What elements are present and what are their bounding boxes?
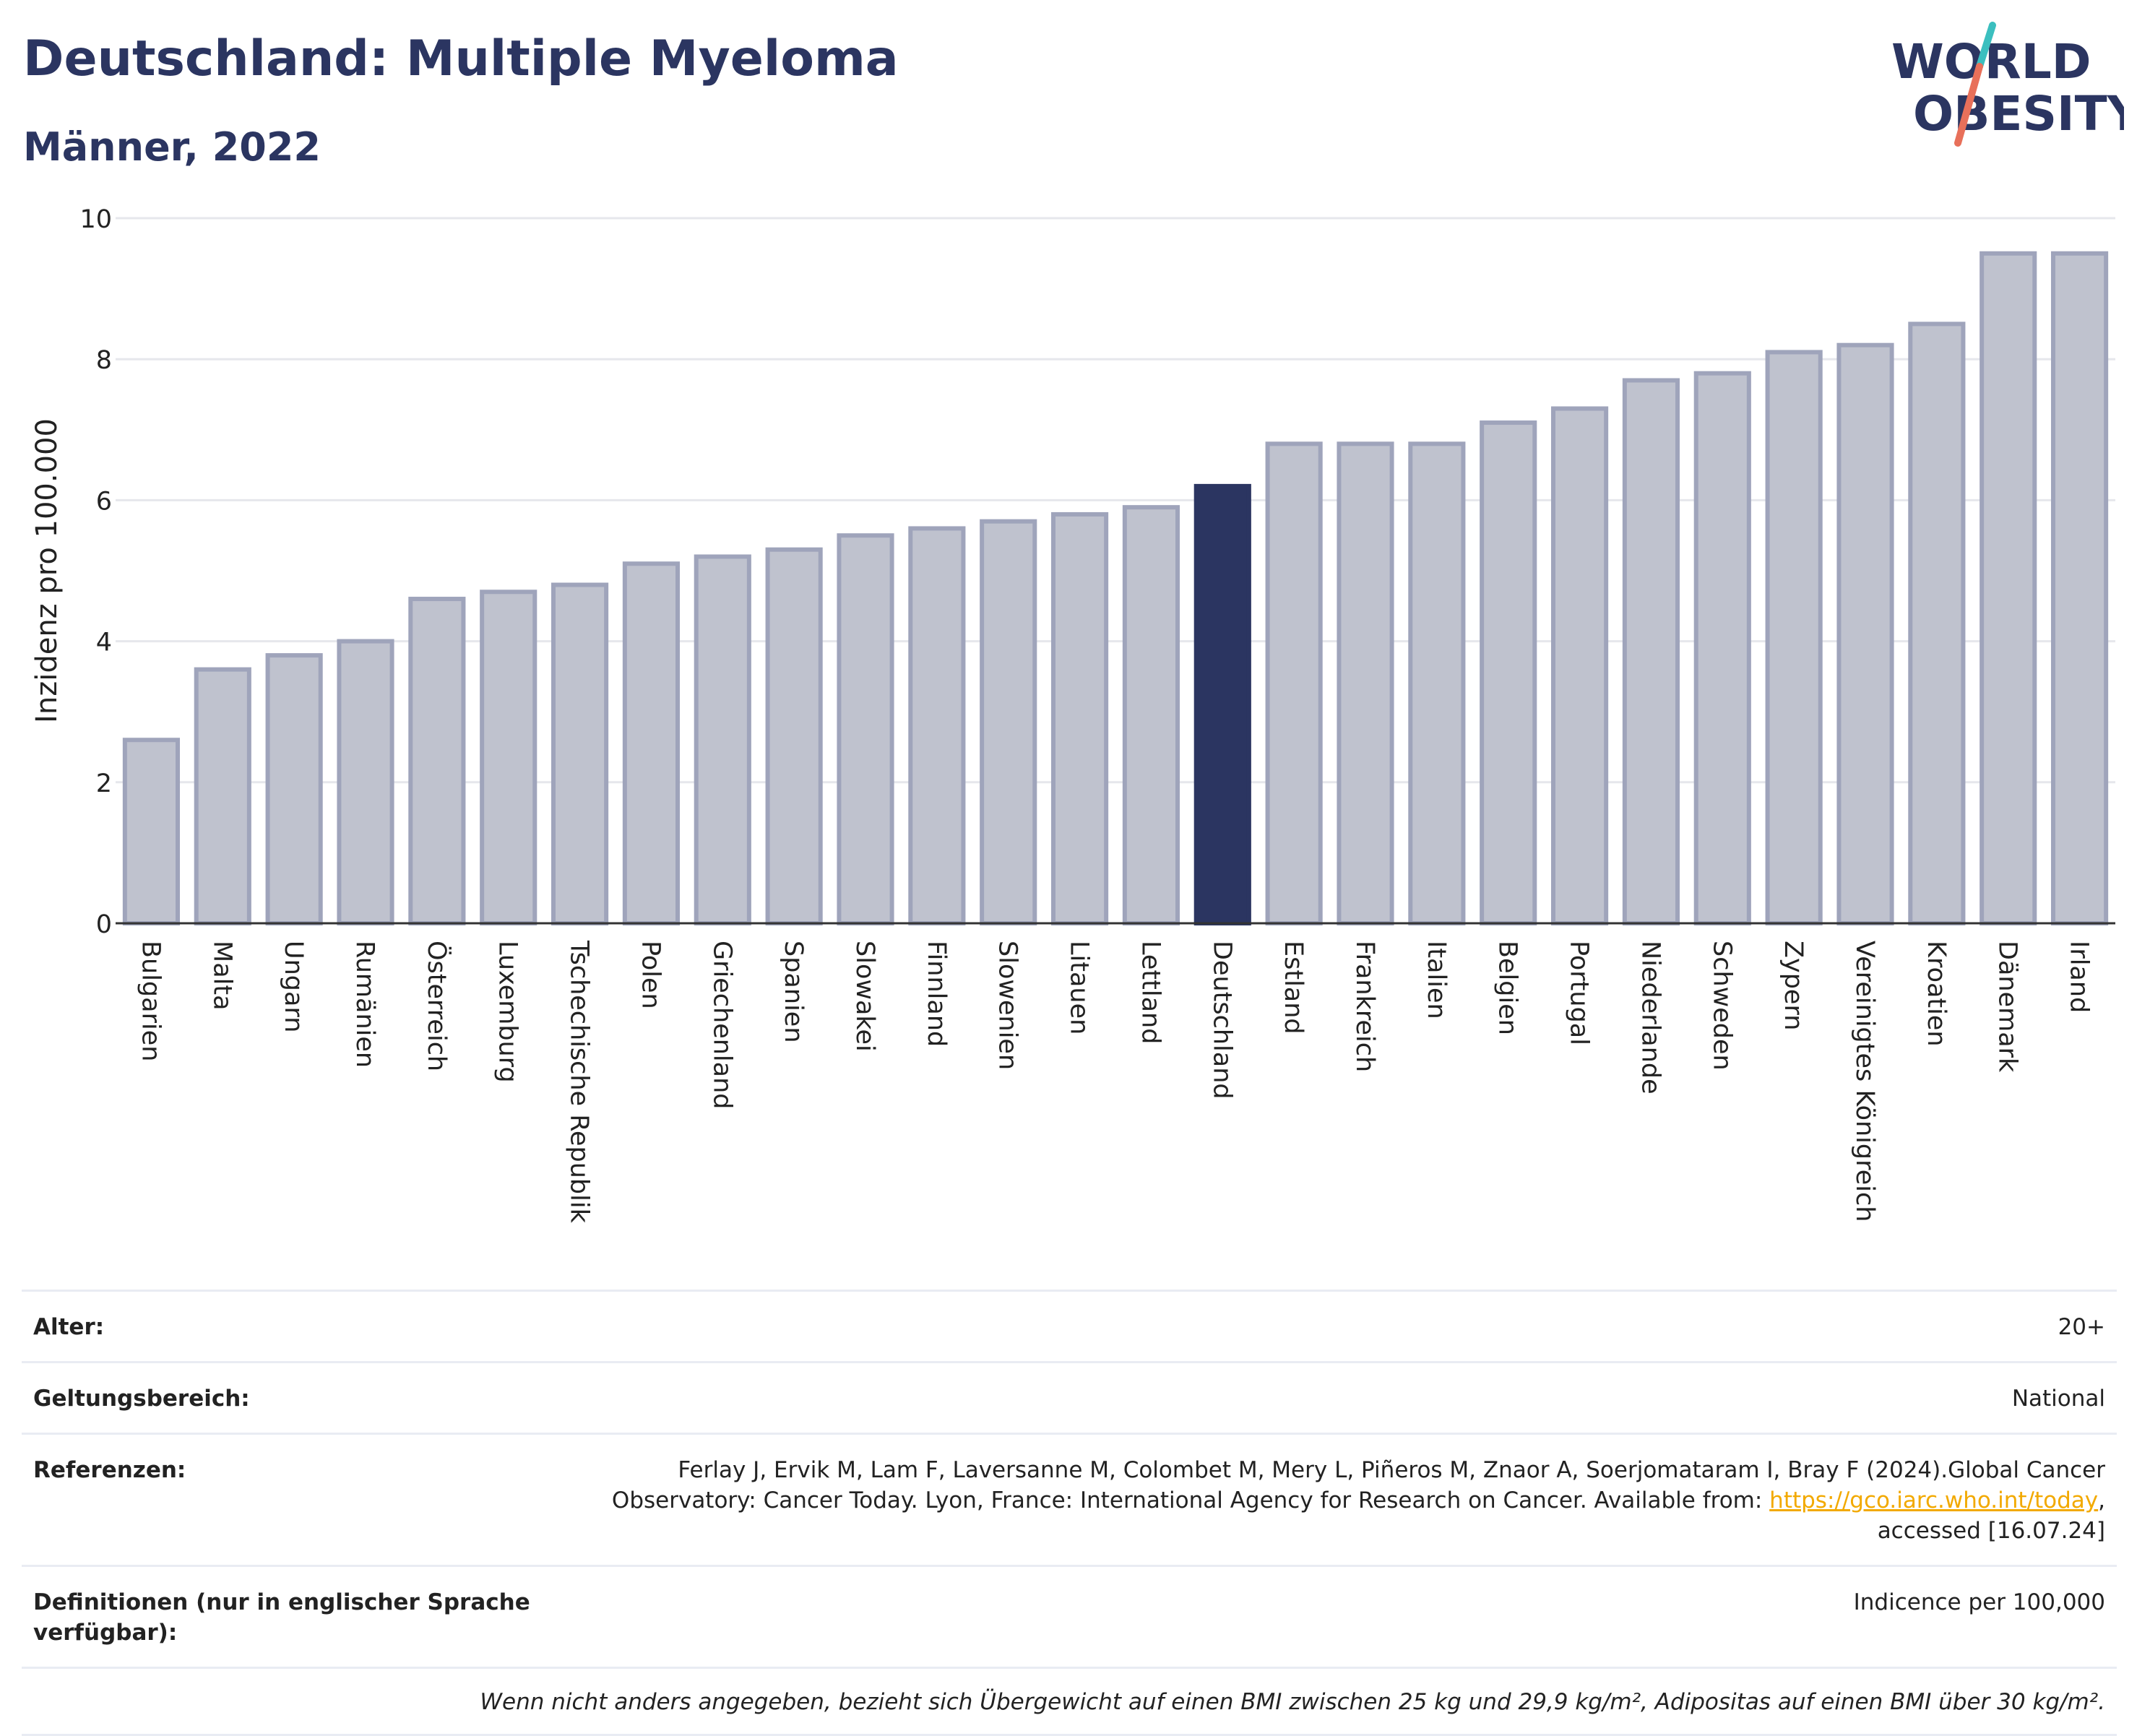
bar [1622, 378, 1680, 925]
page-title: Deutschland: Multiple Myeloma [23, 30, 899, 87]
bar [1836, 342, 1894, 925]
x-tick-label: Kroatien [1922, 941, 1951, 1047]
references-text-2: , accessed [16.07.24] [1877, 1487, 2105, 1544]
y-axis-label: Inzidenz pro 100.000 [30, 418, 64, 723]
x-tick-label: Tschechische Republik [565, 940, 594, 1224]
x-tick-label: Malta [207, 941, 236, 1011]
bar [551, 582, 609, 926]
y-tick-label: 4 [96, 629, 112, 657]
x-tick-label: Italien [1422, 941, 1451, 1019]
definitions-value: Indicence per 100,000 [1853, 1589, 2105, 1615]
x-tick-label: Vereinigtes Königreich [1850, 941, 1879, 1222]
x-tick-label: Rumänien [350, 941, 379, 1068]
bar [480, 590, 538, 926]
x-tick-label: Ungarn [279, 941, 308, 1032]
y-tick-label: 8 [96, 346, 112, 375]
age-value: 20+ [2058, 1314, 2105, 1340]
bar [337, 639, 394, 925]
x-tick-label: Deutschland [1207, 941, 1236, 1100]
y-tick-label: 0 [96, 910, 112, 939]
bar [265, 653, 323, 925]
bar [1550, 406, 1609, 925]
x-tick-label: Slowakei [850, 941, 879, 1052]
info-row-age: Alter: 20+ [22, 1290, 2117, 1361]
x-tick-label: Luxemburg [493, 941, 522, 1083]
x-tick-label: Estland [1279, 941, 1308, 1035]
bar [765, 547, 823, 925]
bar-chart: 0 2 4 6 8 10 Bulgarien Malta Ungarn Rumänien Öste… [30, 205, 2115, 1224]
x-tick-label: Bulgarien [136, 941, 165, 1061]
x-tick-label: Niederlande [1636, 941, 1665, 1094]
x-tick-label: Lettland [1136, 941, 1165, 1044]
y-tick-label: 2 [96, 769, 112, 798]
bar [122, 738, 181, 925]
y-tick-label: 6 [96, 487, 112, 516]
bar-highlight [1193, 483, 1251, 925]
x-tick-label: Österreich [422, 941, 452, 1071]
x-tick-label: Zypern [1779, 941, 1808, 1030]
x-tick-label: Dänemark [1993, 941, 2022, 1073]
scope-label: Geltungsbereich: [33, 1386, 250, 1412]
bar [1122, 505, 1180, 925]
x-tick-label: Spanien [779, 941, 808, 1043]
x-tick-label: Polen [636, 941, 665, 1009]
bar [1408, 441, 1466, 925]
bar [980, 519, 1037, 925]
x-tick-label: Schweden [1707, 941, 1736, 1071]
bar [1980, 251, 2037, 925]
footnote: Wenn nicht anders angegeben, bezieht sic… [22, 1667, 2117, 1736]
logo-stroke-coral [1954, 63, 1983, 147]
logo-stroke-teal [1976, 22, 1996, 70]
logo-line1: WORLD [1891, 34, 2091, 90]
bar [2050, 251, 2109, 925]
x-tick-label: Frankreich [1350, 941, 1379, 1072]
x-tick-label: Portugal [1565, 941, 1594, 1045]
bars [122, 251, 2109, 926]
bar [194, 667, 251, 925]
y-tick-labels: 0 2 4 6 8 10 [79, 205, 112, 939]
bar [837, 533, 894, 925]
x-tick-label: Finnland [922, 941, 951, 1047]
bar [622, 561, 681, 925]
age-label: Alter: [33, 1314, 105, 1340]
references-text-1: Ferlay J, Ervik M, Lam F, Laversanne M, … [611, 1457, 2105, 1513]
bar [694, 554, 751, 925]
x-tick-labels: Bulgarien Malta Ungarn Rumänien Österreich Lu… [136, 940, 2093, 1224]
scope-value: National [2011, 1386, 2105, 1412]
x-tick-label: Irland [2065, 941, 2094, 1013]
bar [408, 597, 466, 925]
bar [1265, 441, 1323, 925]
info-table: Alter: 20+ Geltungsbereich: National Ref… [22, 1290, 2117, 1736]
definitions-label: Definitionen (nur in englischer Sprache … [33, 1589, 530, 1646]
page-subtitle: Männer, 2022 [23, 124, 321, 170]
x-tick-label: Slowenien [993, 941, 1022, 1070]
info-row-scope: Geltungsbereich: National [22, 1361, 2117, 1433]
x-tick-label: Litauen [1065, 941, 1094, 1035]
references-link[interactable]: https://gco.iarc.who.int/today [1769, 1487, 2099, 1513]
bar [1480, 420, 1537, 925]
info-row-references: Referenzen: Ferlay J, Ervik M, Lam F, La… [22, 1433, 2117, 1565]
bar [1693, 371, 1751, 925]
info-row-definitions: Definitionen (nur in englischer Sprache … [22, 1565, 2117, 1667]
bar [1050, 511, 1109, 925]
x-tick-label: Griechenland [707, 941, 736, 1109]
bar [1337, 441, 1394, 925]
bar [908, 526, 966, 925]
bar [1765, 350, 1823, 925]
references-label: Referenzen: [33, 1457, 186, 1483]
x-tick-label: Belgien [1493, 941, 1522, 1035]
world-obesity-logo: WORLD OBESITY [1891, 22, 2124, 147]
logo-line2: OBESITY [1913, 86, 2124, 142]
y-tick-label: 10 [79, 205, 112, 234]
bar [1908, 321, 1966, 925]
references-value: Ferlay J, Ervik M, Lam F, Laversanne M, … [553, 1455, 2105, 1546]
